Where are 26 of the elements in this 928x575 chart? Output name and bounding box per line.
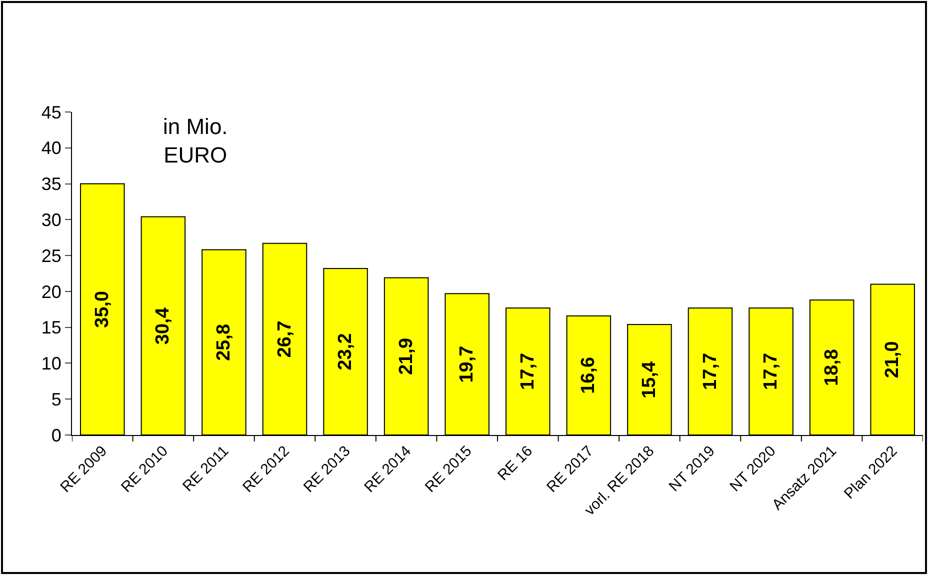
y-tick-label: 30 xyxy=(41,210,62,230)
y-tick-label: 0 xyxy=(51,425,62,446)
data-label: 23,2 xyxy=(335,333,356,370)
data-label: 21,9 xyxy=(396,338,417,375)
data-label: 19,7 xyxy=(456,346,478,383)
y-tick-label: 25 xyxy=(41,246,62,266)
y-tick-label: 5 xyxy=(51,389,62,410)
data-label: 16,6 xyxy=(578,356,600,394)
y-tick-label: 40 xyxy=(41,138,62,158)
data-label: 17,7 xyxy=(760,352,782,390)
y-tick-label: 20 xyxy=(41,282,62,302)
data-label: 30,4 xyxy=(152,307,174,345)
data-label: 15,4 xyxy=(638,361,660,398)
x-tick-label: RE 16 xyxy=(494,442,536,484)
data-label: 17,7 xyxy=(517,352,538,390)
data-label: 21,0 xyxy=(882,341,904,378)
y-tick-label: 35 xyxy=(41,174,62,194)
data-label: 18,8 xyxy=(821,349,842,386)
data-label: 35,0 xyxy=(92,290,113,328)
y-tick-label: 10 xyxy=(41,354,62,374)
data-label: 17,7 xyxy=(700,352,721,390)
data-label: 26,7 xyxy=(274,320,296,358)
annotation: in Mio. EURO xyxy=(163,114,228,168)
y-tick-label: 15 xyxy=(41,318,62,338)
data-label: 25,8 xyxy=(213,324,234,361)
y-tick-label: 45 xyxy=(41,102,62,122)
